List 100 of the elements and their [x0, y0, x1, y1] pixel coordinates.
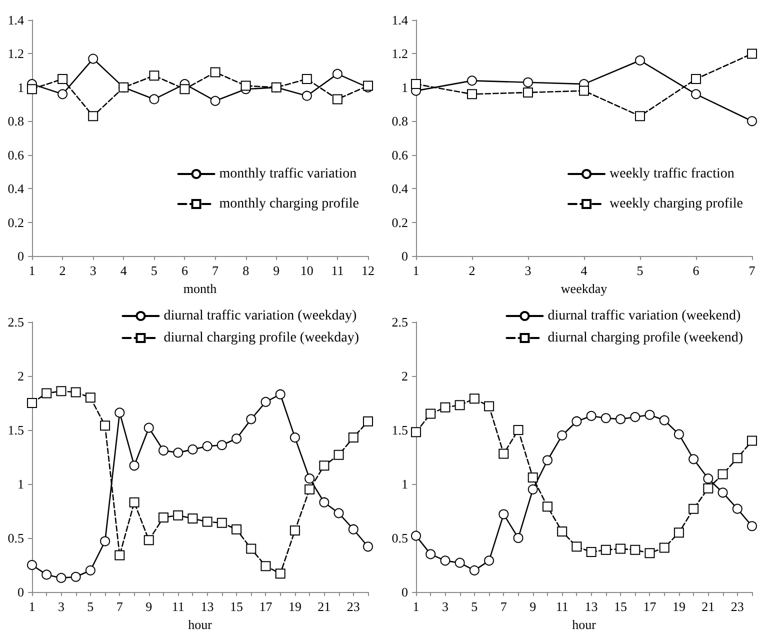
x-tick-label: 5 — [636, 263, 644, 278]
y-tick-label: 0.5 — [392, 530, 408, 546]
point — [158, 446, 168, 456]
point — [586, 547, 596, 558]
y-tick-label: 0 — [402, 248, 408, 264]
point — [173, 448, 184, 458]
point — [56, 572, 66, 583]
y-tick-label: 0.2 — [392, 214, 408, 230]
point — [173, 510, 184, 520]
x-tick-label: 5 — [150, 263, 158, 278]
point — [523, 87, 533, 98]
point — [88, 111, 98, 122]
point — [334, 450, 344, 460]
y-tick-label: 0.6 — [392, 147, 408, 162]
point — [411, 530, 421, 541]
y-tick-label: 2 — [18, 368, 24, 384]
x-tick-label: 3 — [524, 263, 532, 278]
point — [319, 497, 330, 508]
point — [188, 444, 198, 454]
x-tick-label: 23 — [730, 599, 744, 614]
x-axis-title: month — [183, 281, 218, 296]
point — [363, 542, 373, 552]
point — [674, 528, 684, 538]
y-tick-label: 1 — [18, 80, 24, 95]
point — [616, 544, 626, 554]
point — [114, 550, 125, 560]
point — [275, 568, 286, 579]
y-tick-label: 0.8 — [8, 114, 24, 129]
point — [440, 556, 450, 566]
point — [747, 521, 757, 532]
x-tick-label: 11 — [331, 263, 344, 278]
x-axis-title: hour — [572, 617, 597, 632]
point — [232, 524, 242, 534]
point — [27, 560, 37, 570]
point — [129, 460, 140, 471]
legend-label: diurnal charging profile (weekend) — [548, 330, 744, 346]
x-tick-label: 17 — [643, 599, 657, 614]
y-tick-label: 0.4 — [8, 181, 24, 196]
point — [523, 77, 533, 88]
x-tick-label: 12 — [362, 263, 374, 278]
x-tick-label: 1 — [412, 599, 420, 614]
point — [426, 549, 436, 560]
point — [202, 441, 212, 452]
x-tick-label: 7 — [116, 599, 124, 614]
point — [271, 82, 282, 92]
point — [304, 474, 315, 484]
point — [180, 84, 190, 94]
x-tick-label: 6 — [181, 263, 188, 278]
y-tick-label: 2.5 — [392, 314, 408, 330]
point — [85, 565, 96, 576]
point — [426, 408, 436, 419]
x-axis-title: weekday — [560, 281, 608, 296]
x-tick-label: 9 — [146, 599, 152, 614]
point — [600, 413, 611, 424]
point — [674, 429, 684, 440]
point — [572, 542, 582, 552]
point — [513, 533, 524, 543]
point — [70, 572, 81, 582]
y-tick-label: 0.5 — [8, 530, 24, 546]
point — [659, 415, 670, 426]
y-tick-label: 0.6 — [8, 147, 24, 162]
point — [210, 96, 220, 106]
x-tick-label: 5 — [471, 599, 478, 614]
y-tick-label: 0.8 — [392, 114, 408, 129]
x-tick-label: 3 — [58, 599, 64, 614]
y-tick-label: 1 — [402, 80, 408, 95]
point — [202, 516, 212, 527]
x-tick-label: 17 — [259, 599, 273, 614]
point — [484, 401, 494, 412]
y-tick-label: 2 — [402, 368, 408, 384]
point — [70, 387, 81, 398]
point — [363, 416, 373, 426]
point — [114, 408, 125, 418]
x-tick-label: 10 — [300, 263, 314, 278]
x-tick-label: 7 — [212, 263, 220, 278]
point — [469, 394, 480, 404]
x-tick-label: 9 — [273, 263, 280, 278]
legend-label: weekly charging profile — [610, 196, 744, 212]
x-tick-label: 1 — [412, 263, 420, 278]
y-tick-label: 0 — [18, 584, 24, 600]
point — [302, 90, 312, 101]
x-tick-label: 21 — [318, 599, 331, 614]
x-tick-label: 2 — [468, 263, 476, 278]
point — [129, 497, 140, 508]
point — [630, 544, 640, 555]
point — [348, 524, 358, 534]
y-tick-label: 1.2 — [392, 46, 408, 62]
point — [498, 509, 509, 520]
point — [454, 400, 465, 410]
point — [232, 434, 242, 444]
point — [240, 80, 251, 91]
point — [144, 535, 154, 546]
y-tick-label: 1.5 — [8, 422, 24, 438]
x-tick-label: 23 — [346, 599, 360, 614]
point — [635, 111, 645, 122]
y-tick-label: 0.4 — [392, 181, 408, 196]
point — [703, 483, 714, 494]
x-tick-label: 11 — [556, 599, 568, 614]
y-tick-label: 0 — [402, 584, 408, 600]
point — [454, 558, 465, 568]
